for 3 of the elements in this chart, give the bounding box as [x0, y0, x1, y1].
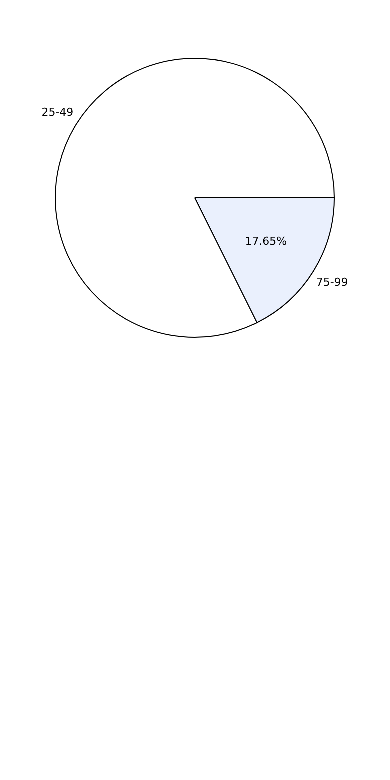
- slice-label: 75-99: [316, 276, 348, 289]
- slice-label: 25-49: [42, 106, 74, 119]
- data-label: 17.65%: [245, 234, 288, 248]
